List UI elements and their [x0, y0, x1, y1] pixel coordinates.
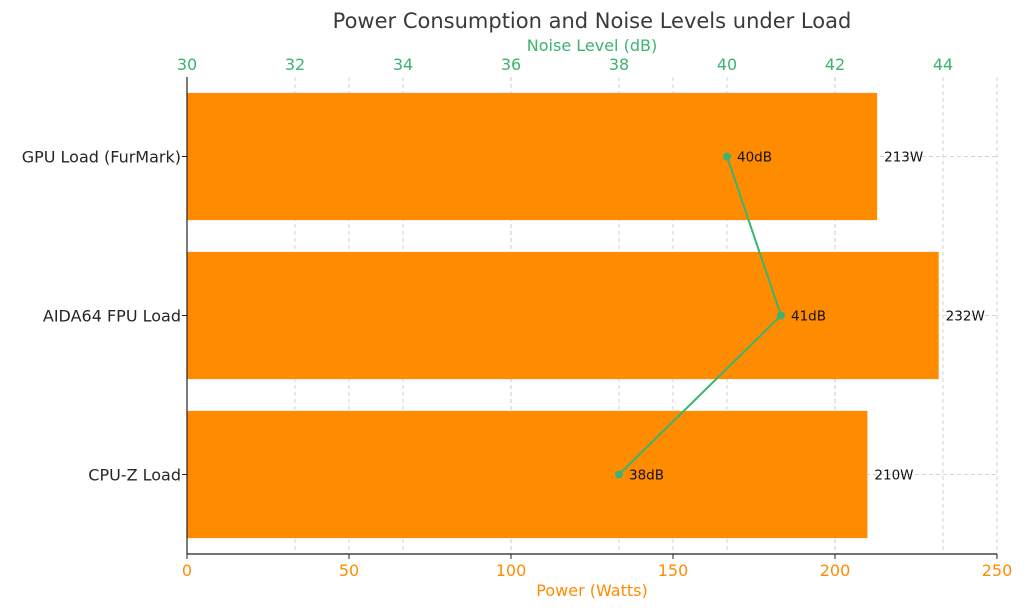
category-label: GPU Load (FurMark)	[22, 148, 181, 167]
bottom-tick-label: 50	[339, 561, 359, 580]
power-data-label: 232W	[946, 309, 985, 325]
labels: 210W 232W 213W 38dB 41dB 40dB	[629, 150, 985, 484]
noise-data-label: 41dB	[791, 309, 826, 325]
top-tick-label: 44	[933, 55, 953, 74]
noise-data-label: 40dB	[737, 150, 772, 166]
top-axis-label: Noise Level (dB)	[527, 36, 657, 55]
top-tick-label: 34	[393, 55, 413, 74]
bottom-tick-label: 200	[820, 561, 851, 580]
chart-title: Power Consumption and Noise Levels under…	[333, 9, 852, 33]
top-tick-label: 32	[285, 55, 305, 74]
top-tick-label: 38	[609, 55, 629, 74]
power-data-label: 213W	[884, 150, 923, 166]
power-data-label: 210W	[874, 468, 913, 484]
top-tick-label: 42	[825, 55, 845, 74]
top-tick-label: 30	[177, 55, 197, 74]
noise-point	[777, 311, 785, 320]
power-bar	[187, 92, 878, 221]
category-label: AIDA64 FPU Load	[43, 307, 181, 326]
top-tick-label: 40	[717, 55, 737, 74]
category-label: CPU-Z Load	[88, 466, 181, 485]
axes: 0 50 100 150 200 250 30 32 34 36 38 40 42 44 CPU-Z Loa…	[22, 55, 1013, 580]
noise-series	[615, 152, 785, 479]
bottom-tick-label: 100	[496, 561, 527, 580]
power-bar	[187, 410, 868, 539]
bottom-tick-label: 150	[658, 561, 689, 580]
bar-series	[187, 92, 939, 539]
bottom-axis-label: Power (Watts)	[536, 581, 647, 600]
noise-point	[615, 470, 623, 479]
noise-point	[723, 152, 731, 161]
bottom-tick-label: 250	[982, 561, 1013, 580]
power-bar	[187, 251, 939, 380]
bottom-tick-label: 0	[182, 561, 192, 580]
noise-data-label: 38dB	[629, 468, 664, 484]
top-tick-label: 36	[501, 55, 521, 74]
